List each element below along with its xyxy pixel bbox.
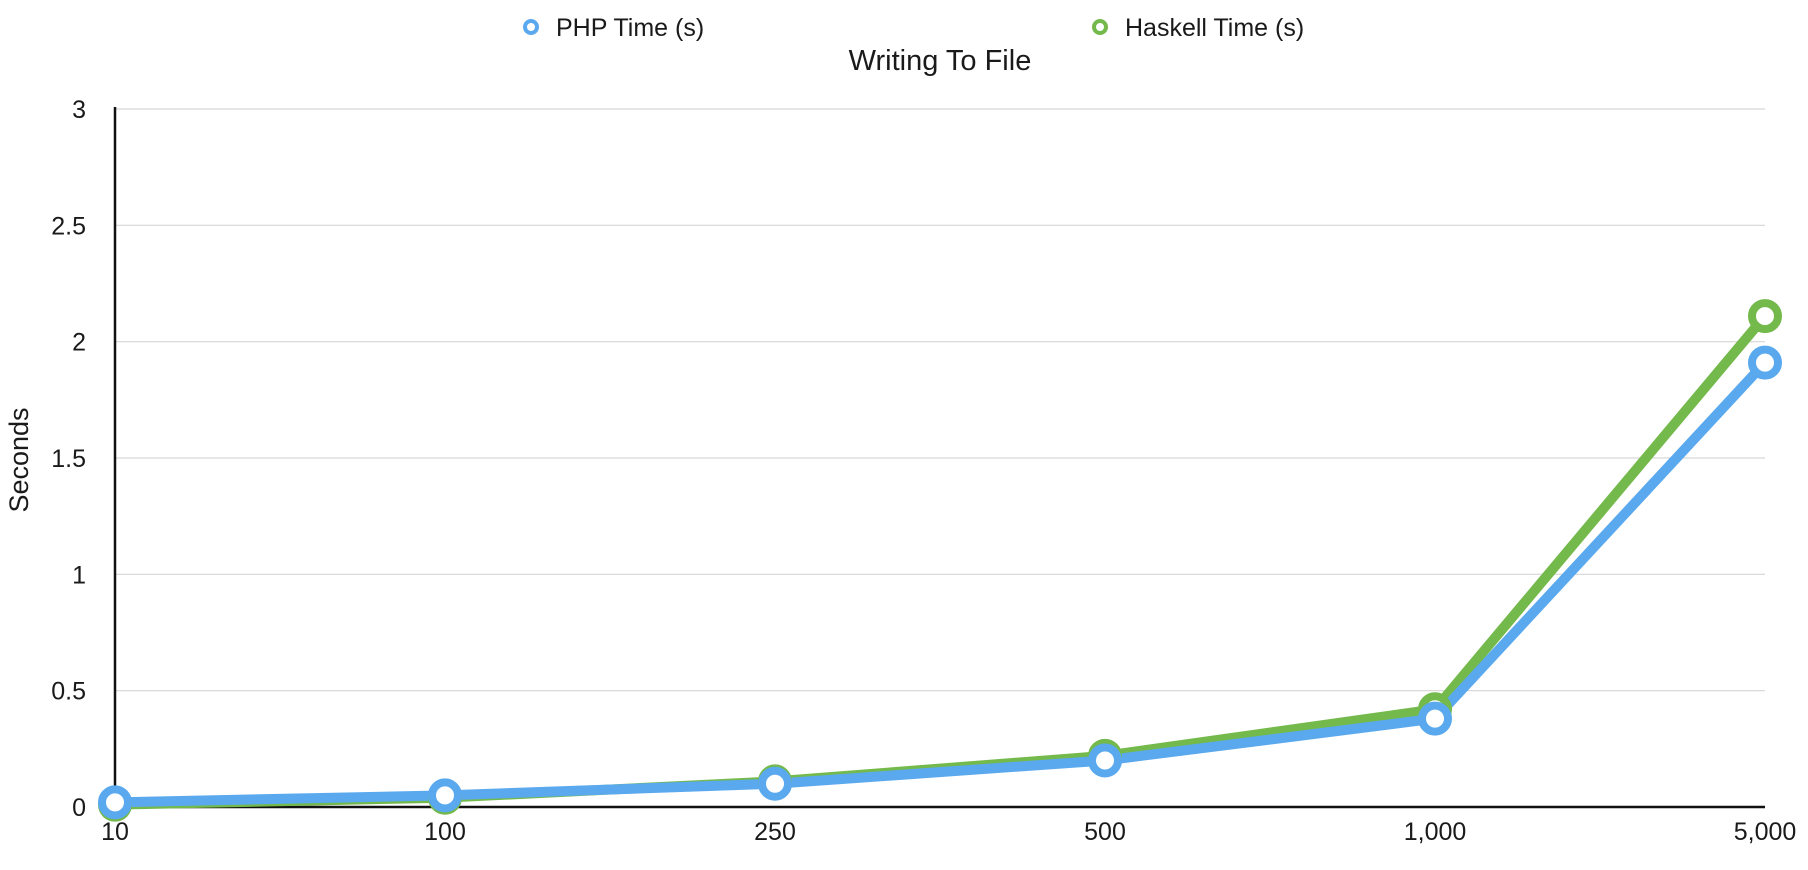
data-point-php xyxy=(1088,743,1122,778)
legend-marker-php xyxy=(523,19,539,35)
axis-layer: 0 0.5 1 1.5 2 2.5 3 10 100 250 500 1,000 5,000 xyxy=(51,96,1796,846)
y-tick-label: 2 xyxy=(72,329,86,357)
x-tick-label: 100 xyxy=(424,818,466,846)
y-tick-label: 3 xyxy=(72,96,86,124)
x-tick-label: 500 xyxy=(1084,818,1126,846)
y-tick-label: 0.5 xyxy=(51,678,86,706)
data-point-php xyxy=(758,766,792,801)
legend: PHP Time (s) Haskell Time (s) xyxy=(523,14,1304,42)
data-point-php xyxy=(1748,345,1782,380)
x-tick-label: 10 xyxy=(101,818,129,846)
legend-label-haskell: Haskell Time (s) xyxy=(1125,14,1304,42)
x-tick-label: 1,000 xyxy=(1404,818,1467,846)
y-tick-label: 1 xyxy=(72,561,86,589)
series-line-php xyxy=(110,357,1770,808)
x-tick-label: 5,000 xyxy=(1734,818,1797,846)
y-tick-label: 1.5 xyxy=(51,445,86,473)
grid-layer xyxy=(115,108,1765,692)
series-line-haskell xyxy=(110,311,1770,810)
series-layer xyxy=(98,299,1782,822)
x-tick-label: 250 xyxy=(754,818,796,846)
y-tick-label: 0 xyxy=(72,794,86,822)
legend-marker-haskell xyxy=(1092,19,1108,35)
chart-title: Writing To File xyxy=(849,45,1032,77)
data-point-php xyxy=(1418,701,1452,736)
legend-label-php: PHP Time (s) xyxy=(556,14,704,42)
y-tick-label: 2.5 xyxy=(51,212,86,240)
data-point-php xyxy=(98,785,132,820)
data-point-haskell xyxy=(1748,299,1782,334)
data-point-php xyxy=(428,778,462,813)
y-axis-label: Seconds xyxy=(4,407,34,512)
